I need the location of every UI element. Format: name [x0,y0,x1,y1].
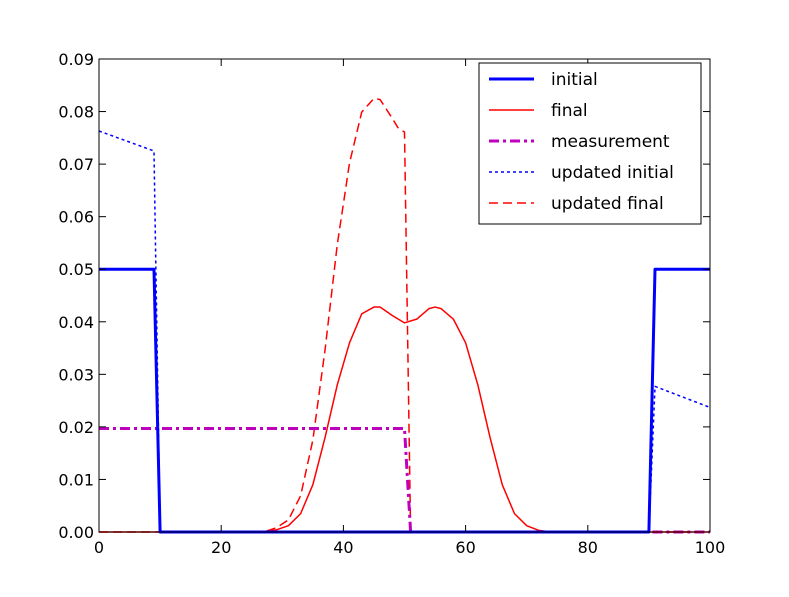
y-tick-label: 0.03 [58,365,94,384]
legend-label: updated initial [551,163,674,183]
x-tick-label: 40 [333,538,353,557]
y-tick-label: 0.08 [58,103,94,122]
x-tick-label: 60 [455,538,475,557]
x-tick-label: 80 [578,538,598,557]
y-tick-label: 0.07 [58,155,94,174]
y-tick-label: 0.02 [58,418,94,437]
y-tick-label: 0.05 [58,260,94,279]
legend-label: initial [551,70,598,90]
ticks-layer: 0 20 40 60 80 100 0.00 0.01 0.02 0.03 0.04 0.05 0.06… [58,50,725,557]
y-tick-label: 0.06 [58,208,94,227]
legend-label: final [551,101,588,121]
legend: initial final measurement updated initial up… [478,62,702,225]
series-line-updated-final [99,97,710,533]
series-line-final [99,306,710,533]
y-tick-label: 0.01 [58,470,94,489]
series-line-measurement [99,426,710,534]
x-tick-label: 100 [695,538,726,557]
series-line-updated-initial [98,130,711,533]
legend-label: updated final [551,194,664,214]
y-tick-label: 0.09 [58,50,94,69]
legend-label: measurement [551,132,670,152]
x-tick-label: 0 [94,538,104,557]
y-tick-label: 0.04 [58,313,94,332]
x-tick-label: 20 [211,538,231,557]
legend-box [478,62,702,225]
y-tick-label: 0.00 [58,523,94,542]
plot-frame [98,58,711,533]
